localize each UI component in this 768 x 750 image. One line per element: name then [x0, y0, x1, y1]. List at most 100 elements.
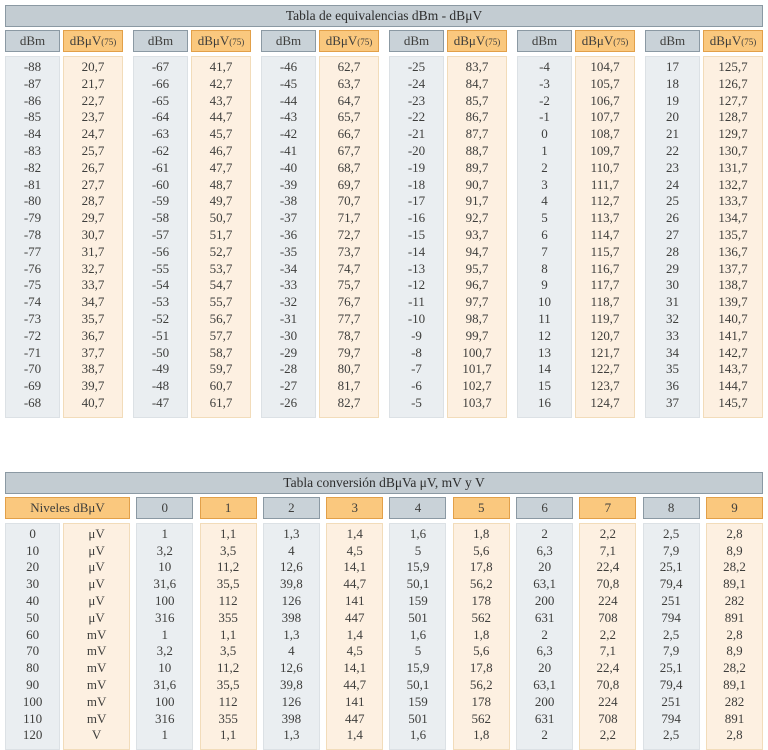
table-cell: 76,7 — [337, 294, 361, 310]
table-cell: 119,7 — [590, 310, 620, 326]
table-cell: 68,7 — [337, 159, 361, 175]
table-cell: 143,7 — [718, 361, 748, 377]
dbuv-header: dBμV(75) — [703, 30, 763, 52]
table-cell: 30 — [26, 576, 40, 592]
table-cell: 2,8 — [726, 525, 743, 541]
table-cell: 35,5 — [216, 676, 240, 692]
table-cell: -25 — [407, 59, 426, 74]
table-cell: 5 — [541, 210, 548, 226]
digit-header-9: 9 — [705, 496, 763, 519]
t1-pair-1: dBm -88 -87 -86 -85 -84 -83 -82 -81 -80 -79 -78 -77… — [5, 30, 123, 418]
t1-pair3-dbm-column: dBm -46 -45 -44 -43 -42 -41 -40 -39 -38 -37 -36 -35… — [261, 30, 316, 418]
table-cell: 75,7 — [337, 277, 361, 293]
dbuv-voltage-conversion-table: Tabla conversión dBμVa μV, mV y V Nivele… — [5, 471, 763, 750]
table-cell: 36 — [666, 378, 679, 394]
table-cell: 80 — [26, 660, 40, 676]
table-cell: 31 — [666, 294, 679, 310]
table-cell: -37 — [279, 210, 298, 226]
table-cell: 87,7 — [465, 126, 489, 142]
table-cell: 224 — [598, 693, 618, 709]
table-cell: 109,7 — [590, 142, 620, 158]
table-cell: 112 — [218, 693, 238, 709]
table-cell: 108,7 — [590, 126, 620, 142]
table-cell: 50,1 — [406, 676, 430, 692]
niveles-body: 0 10 20 30 40 50 60 70 80 90 100 110 120 μV μV μV μV μV μ… — [5, 522, 130, 750]
table-cell: 5,6 — [473, 643, 490, 659]
table-cell: 28,2 — [723, 660, 746, 676]
table-cell: -26 — [279, 394, 298, 410]
t1-pair-5: dBm -4 -3 -2 -1 0 1 2 3 4 5 6 7 8 9 10 11 12 13 14 15 16 dBμ… — [517, 30, 635, 418]
table-cell: 72,7 — [337, 226, 361, 242]
table-cell: 66,7 — [337, 126, 361, 142]
table-cell: mV — [86, 693, 107, 709]
table-cell: -41 — [279, 142, 298, 158]
table-cell: -56 — [151, 243, 170, 259]
table-cell: -42 — [279, 126, 298, 142]
table-cell: 77,7 — [337, 310, 361, 326]
table-cell: 10 — [538, 294, 551, 310]
table-cell: 7 — [541, 243, 548, 259]
table-cell: 56,7 — [209, 310, 233, 326]
table-cell: 54,7 — [209, 277, 233, 293]
table-cell: 112 — [218, 592, 238, 608]
table-cell: -66 — [151, 75, 170, 91]
table-cell: 6,3 — [536, 643, 553, 659]
table-cell: 49,7 — [209, 193, 233, 209]
table-cell: -55 — [151, 260, 170, 276]
table-cell: 30 — [666, 277, 679, 293]
table-cell: -16 — [407, 210, 426, 226]
table-cell: μV — [88, 609, 105, 625]
digit-values-3: 1,4 4,5 14,1 44,7 141 447 1,4 4,5 14,1 44,7 141 447… — [326, 522, 384, 750]
digit-header-4: 4 — [389, 496, 447, 519]
table-cell: 81,7 — [337, 378, 361, 394]
table-cell: 562 — [471, 609, 492, 625]
table-cell: 15,9 — [406, 660, 430, 676]
table-cell: 21 — [666, 126, 679, 142]
table-cell: 48,7 — [209, 176, 233, 192]
table-cell: -6 — [411, 378, 422, 394]
table-cell: 29,7 — [81, 210, 105, 226]
table-cell: 124,7 — [590, 394, 620, 410]
table-cell: 138,7 — [718, 277, 748, 293]
table-cell: 891 — [724, 710, 745, 726]
table-cell: 282 — [724, 693, 745, 709]
table-cell: -40 — [279, 159, 298, 175]
table-cell: 118,7 — [590, 294, 620, 310]
table-cell: 1,3 — [283, 626, 300, 642]
table-cell: 11,2 — [216, 660, 240, 676]
table-cell: 1,6 — [409, 727, 427, 743]
table-cell: 794 — [661, 609, 681, 625]
dbm-values: -25 -24 -23 -22 -21 -20 -19 -18 -17 -16 -15 -14 -13-… — [389, 56, 444, 418]
table-cell: -53 — [151, 294, 170, 310]
table-cell: 20 — [26, 559, 40, 575]
table-cell: 10 — [158, 559, 172, 575]
table-cell: 224 — [598, 592, 618, 608]
table-cell: 89,1 — [723, 576, 746, 592]
table-cell: 398 — [281, 609, 302, 625]
table-cell: 200 — [534, 592, 555, 608]
table-cell: 120 — [22, 727, 43, 743]
table-cell: -65 — [151, 92, 170, 108]
table-cell: 631 — [534, 609, 555, 625]
t1-pair1-dbm-column: dBm -88 -87 -86 -85 -84 -83 -82 -81 -80 -79 -78 -77… — [5, 30, 60, 418]
table-cell: 25,1 — [659, 660, 683, 676]
table-cell: 126 — [281, 693, 302, 709]
table-cell: -59 — [151, 193, 170, 209]
table-cell: 43,7 — [209, 92, 233, 108]
table-cell: 1,6 — [409, 626, 427, 642]
table-cell: 1,8 — [473, 626, 490, 642]
table-cell: 1,3 — [283, 525, 300, 541]
table-cell: 63,1 — [533, 676, 556, 692]
table-cell: 7,9 — [663, 643, 680, 659]
table-cell: 355 — [218, 710, 238, 726]
table-cell: -15 — [407, 226, 426, 242]
dbm-values: -88 -87 -86 -85 -84 -83 -82 -81 -80 -79 -78 -77 -76-… — [5, 56, 60, 418]
table-cell: 8 — [541, 260, 548, 276]
table-cell: 282 — [724, 592, 745, 608]
digit-header-2: 2 — [262, 496, 320, 519]
table-cell: -68 — [23, 394, 42, 410]
table-cell: -60 — [151, 176, 170, 192]
table-cell: 2,2 — [599, 626, 616, 642]
table-cell: 17,8 — [469, 660, 493, 676]
